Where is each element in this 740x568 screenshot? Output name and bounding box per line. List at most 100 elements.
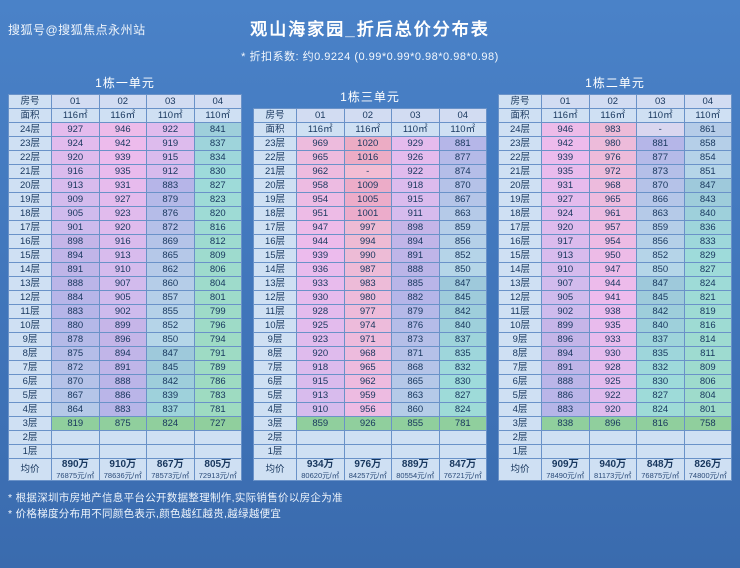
price-cell: 962 — [296, 164, 345, 179]
floor-label: 20层 — [253, 178, 297, 193]
floor-row: 1层 — [498, 444, 732, 459]
price-cell: 959 — [343, 388, 392, 403]
price-cell — [343, 430, 392, 445]
floor-row: 21层 935 972 873 851 — [498, 164, 732, 179]
price-cell: 851 — [683, 164, 732, 179]
average-per-sqm: 76721元/㎡ — [443, 471, 482, 480]
floor-row: 11层 883 902 855 799 — [8, 304, 242, 319]
floor-label: 21层 — [8, 164, 52, 179]
note-color-legend: * 价格梯度分布用不同颜色表示,颜色越红越贵,越绿越便宜 — [8, 508, 282, 521]
average-total: 848万 — [646, 459, 674, 471]
price-cell: 852 — [636, 248, 685, 263]
price-cell: 910 — [541, 262, 590, 277]
price-cell: 827 — [683, 262, 732, 277]
price-cell: 850 — [438, 262, 487, 277]
average-cell: 805万 72913元/㎡ — [193, 458, 242, 481]
price-cell: 863 — [391, 388, 440, 403]
price-cell: 965 — [296, 150, 345, 165]
price-cell: 918 — [391, 178, 440, 193]
price-cell: 923 — [98, 206, 147, 221]
price-cell: 855 — [146, 304, 195, 319]
price-cell: 877 — [636, 150, 685, 165]
price-cell: 920 — [98, 220, 147, 235]
price-cell: 801 — [683, 402, 732, 417]
price-cell: 997 — [343, 220, 392, 235]
floor-label: 10层 — [8, 318, 52, 333]
floor-label: 6层 — [498, 374, 542, 389]
floor-row: 22层 939 976 877 854 — [498, 150, 732, 165]
floor-row: 6层 870 888 842 786 — [8, 374, 242, 389]
price-cell: 830 — [636, 374, 685, 389]
price-cell: 894 — [98, 346, 147, 361]
price-cell: 920 — [51, 150, 100, 165]
average-row: 均价 909万 78490元/㎡ 940万 81173元/㎡ 848万 76875元/㎡ 82… — [498, 458, 732, 481]
price-cell: 796 — [193, 318, 242, 333]
floor-row: 18层 924 961 863 840 — [498, 206, 732, 221]
floor-row: 8层 875 894 847 791 — [8, 346, 242, 361]
average-total: 805万 — [204, 459, 232, 471]
price-cell: 902 — [98, 304, 147, 319]
price-cell: 913 — [98, 248, 147, 263]
floor-row: 6层 888 925 830 806 — [498, 374, 732, 389]
price-cell — [98, 430, 147, 445]
price-cell: 938 — [588, 304, 637, 319]
price-cell: 902 — [541, 304, 590, 319]
floor-label: 9层 — [8, 332, 52, 347]
price-cell: 910 — [98, 262, 147, 277]
floor-row: 22层 920 939 915 834 — [8, 150, 242, 165]
average-per-sqm: 80554元/㎡ — [396, 471, 435, 480]
price-cell: 783 — [193, 388, 242, 403]
floor-label: 20层 — [8, 178, 52, 193]
price-cell: 927 — [51, 122, 100, 137]
price-cell: 919 — [146, 136, 195, 151]
price-cell: 976 — [588, 150, 637, 165]
floor-row: 1层 — [8, 444, 242, 459]
price-cell: 915 — [296, 374, 345, 389]
price-cell: 799 — [193, 304, 242, 319]
price-cell: 920 — [296, 346, 345, 361]
price-cell: 837 — [636, 332, 685, 347]
floor-label: 3层 — [498, 416, 542, 431]
price-cell: 794 — [193, 332, 242, 347]
floor-label: 10层 — [498, 318, 542, 333]
floor-row: 3层 859 926 855 781 — [253, 416, 487, 431]
floor-label: 17层 — [8, 220, 52, 235]
floor-row: 20层 931 968 870 847 — [498, 178, 732, 193]
price-cell: 879 — [146, 192, 195, 207]
floor-row: 4层 883 920 824 801 — [498, 402, 732, 417]
average-label: 均价 — [498, 458, 542, 481]
price-cell: 842 — [146, 374, 195, 389]
price-cell: 821 — [683, 290, 732, 305]
price-cell: 758 — [683, 416, 732, 431]
price-cell: 939 — [296, 248, 345, 263]
column-header: 04 — [193, 94, 242, 109]
average-cell: 934万 80620元/㎡ — [296, 458, 345, 481]
price-cell: 842 — [636, 304, 685, 319]
price-cell: 812 — [193, 234, 242, 249]
floor-label: 6层 — [8, 374, 52, 389]
area-value: 110㎡ — [438, 122, 487, 137]
floor-row: 17层 947 997 898 859 — [253, 220, 487, 235]
price-cell: 922 — [391, 164, 440, 179]
floor-row: 4层 910 956 860 824 — [253, 402, 487, 417]
floor-label: 18层 — [253, 206, 297, 221]
average-cell: 848万 76875元/㎡ — [636, 458, 685, 481]
price-cell: 1001 — [343, 206, 392, 221]
price-cell: 883 — [146, 178, 195, 193]
price-cell: 944 — [296, 234, 345, 249]
floor-label: 17层 — [498, 220, 542, 235]
price-cell: 834 — [193, 150, 242, 165]
price-cell: 852 — [146, 318, 195, 333]
average-total: 909万 — [551, 459, 579, 471]
price-cell: 852 — [438, 248, 487, 263]
price-cell: 930 — [296, 290, 345, 305]
floor-row: 9层 896 933 837 814 — [498, 332, 732, 347]
price-cell: 927 — [541, 192, 590, 207]
price-cell: 845 — [636, 290, 685, 305]
price-cell: 873 — [391, 332, 440, 347]
price-cell: 916 — [98, 234, 147, 249]
price-cell: 835 — [438, 346, 487, 361]
price-cell: 824 — [146, 416, 195, 431]
average-total: 976万 — [354, 459, 382, 471]
price-cell: 885 — [391, 276, 440, 291]
